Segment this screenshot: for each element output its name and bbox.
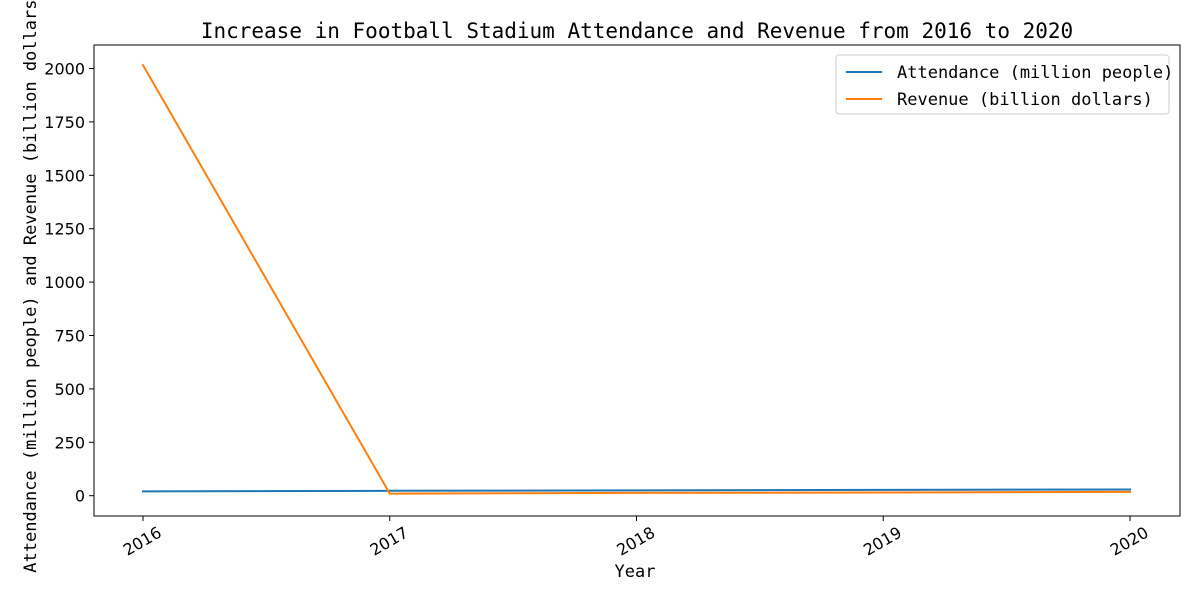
legend: Attendance (million people) Revenue (bill… — [835, 54, 1173, 115]
legend-box — [835, 54, 1170, 115]
legend-label: Attendance (million people) — [897, 63, 1173, 83]
chart-title: Increase in Football Stadium Attendance … — [201, 19, 1073, 43]
y-axis-label: Attendance (million people) and Revenue … — [21, 0, 41, 573]
y-tick-label: 750 — [54, 327, 85, 346]
series-layer — [141, 63, 1132, 495]
y-tick-label: 1750 — [44, 113, 85, 132]
y-tick-label: 2000 — [44, 59, 85, 78]
series-line-revenue — [141, 63, 1132, 495]
y-axis: 0 250 500 750 1000 1250 1500 1750 2000 — [44, 59, 94, 506]
legend-label: Revenue (billion dollars) — [897, 90, 1153, 110]
y-tick-label: 1500 — [44, 166, 85, 185]
y-tick-label: 0 — [75, 487, 85, 506]
y-tick-label: 500 — [54, 380, 85, 399]
y-tick-label: 1000 — [44, 273, 85, 292]
y-tick-label: 250 — [54, 433, 85, 452]
series-line-attendance — [141, 488, 1132, 493]
y-tick-label: 1250 — [44, 220, 85, 239]
x-axis-label: Year — [615, 562, 656, 582]
